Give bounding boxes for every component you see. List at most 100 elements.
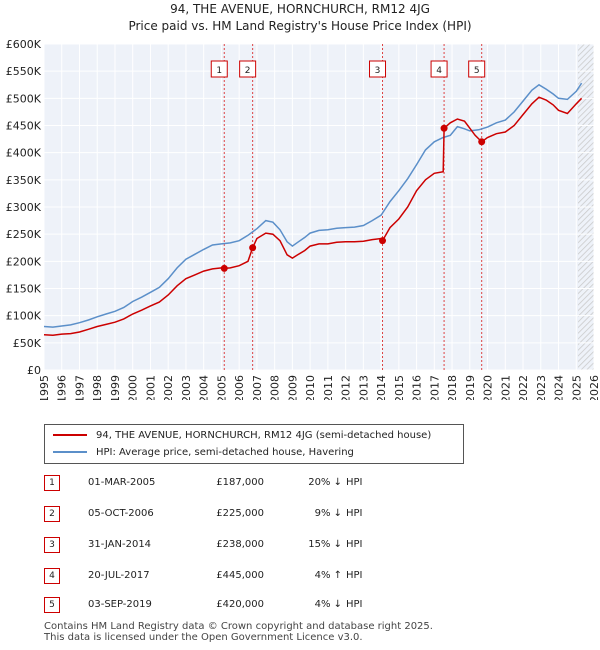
legend-item-property: 94, THE AVENUE, HORNCHURCH, RM12 4JG (se… [53, 428, 431, 444]
event-marker-box [468, 60, 486, 78]
transaction-number: 2 [44, 506, 60, 522]
event-marker-box [369, 60, 387, 78]
transaction-date: 20-JUL-2017 [88, 570, 150, 581]
event-marker-label: 3 [375, 66, 381, 76]
legend: 94, THE AVENUE, HORNCHURCH, RM12 4JG (se… [44, 424, 464, 464]
transaction-row: 4 20-JUL-2017 £445,000 4% ↑ HPI [0, 566, 600, 586]
y-tick-label: £600K [6, 38, 42, 51]
legend-label-hpi: HPI: Average price, semi-detached house,… [96, 447, 354, 458]
legend-label-property: 94, THE AVENUE, HORNCHURCH, RM12 4JG (se… [96, 430, 432, 441]
event-marker-label: 4 [436, 66, 442, 76]
transaction-date: 05-OCT-2006 [88, 508, 154, 519]
transaction-row: 2 05-OCT-2006 £225,000 9% ↓ HPI [0, 504, 600, 524]
y-tick-label: £250K [6, 228, 42, 241]
y-tick-label: £200K [6, 255, 42, 268]
x-tick-label: 2009 [286, 375, 299, 400]
x-tick-label: 2019 [464, 375, 477, 400]
y-tick-label: £450K [6, 120, 42, 133]
x-tick-label: 2016 [411, 375, 424, 400]
event-marker-box [210, 60, 228, 78]
x-tick-label: 2022 [517, 375, 530, 400]
legend-swatch-hpi [53, 451, 87, 453]
sale-point [440, 124, 448, 132]
x-tick-label: 2024 [553, 375, 566, 400]
legend-swatch-property [53, 434, 87, 436]
transaction-price: £445,000 [216, 570, 264, 581]
transaction-row: 5 03-SEP-2019 £420,000 4% ↓ HPI [0, 595, 600, 615]
event-marker-label: 1 [216, 66, 222, 76]
x-tick-label: 2026 [588, 375, 600, 400]
transaction-hpi-diff: 4% ↑ [314, 570, 342, 581]
transaction-price: £187,000 [216, 477, 264, 488]
x-tick-label: 2020 [482, 375, 495, 400]
transaction-number: 1 [44, 475, 60, 491]
x-tick-label: 1999 [109, 375, 122, 400]
x-tick-label: 2025 [570, 375, 583, 400]
x-tick-label: 2023 [535, 375, 548, 400]
footer-copyright: Contains HM Land Registry data © Crown c… [44, 621, 433, 632]
x-tick-label: 2013 [357, 375, 370, 400]
transaction-hpi-label: HPI [346, 477, 363, 488]
transaction-hpi-label: HPI [346, 599, 363, 610]
x-tick-label: 1996 [56, 375, 69, 400]
x-tick-label: 2005 [215, 375, 228, 400]
y-tick-label: £50K [13, 337, 42, 350]
event-marker-box [239, 60, 257, 78]
price-chart: 1 2 3 4 5 £0 £50K £100K £150K £200K £250K £300K £350… [6, 38, 600, 400]
y-tick-label: £0 [27, 364, 41, 377]
chart-title: 94, THE AVENUE, HORNCHURCH, RM12 4JG [170, 2, 430, 16]
event-marker-label: 2 [245, 66, 251, 76]
transaction-hpi-label: HPI [346, 570, 363, 581]
property-price-line [43, 96, 583, 336]
transaction-number: 3 [44, 537, 60, 553]
transaction-hpi-label: HPI [346, 508, 363, 519]
x-tick-label: 2006 [233, 375, 246, 400]
transaction-hpi-label: HPI [346, 539, 363, 550]
x-tick-label: 2004 [198, 375, 211, 400]
x-tick-label: 2008 [269, 375, 282, 400]
transaction-number: 4 [44, 568, 60, 584]
transaction-hpi-diff: 4% ↓ [314, 599, 342, 610]
transaction-price: £420,000 [216, 599, 264, 610]
y-tick-label: £300K [6, 201, 42, 214]
transaction-date: 01-MAR-2005 [88, 477, 156, 488]
x-tick-label: 2003 [180, 375, 193, 400]
transaction-date: 03-SEP-2019 [88, 599, 152, 610]
footer-licence: This data is licensed under the Open Gov… [44, 632, 363, 643]
y-tick-label: £100K [6, 310, 42, 323]
y-tick-label: £550K [6, 65, 42, 78]
transaction-hpi-diff: 20% ↓ [308, 477, 342, 488]
y-tick-label: £400K [6, 147, 42, 160]
transaction-price: £238,000 [216, 539, 264, 550]
x-tick-label: 2017 [428, 375, 441, 400]
event-marker-label: 5 [474, 66, 480, 76]
x-tick-label: 2011 [322, 375, 335, 400]
sale-point [220, 264, 228, 272]
x-tick-label: 2014 [375, 375, 388, 400]
x-tick-label: 2018 [446, 375, 459, 400]
sale-point [249, 244, 257, 252]
chart-subtitle: Price paid vs. HM Land Registry's House … [128, 19, 472, 33]
x-tick-label: 1997 [73, 375, 86, 400]
hpi-line [43, 82, 583, 328]
sale-point [379, 237, 387, 245]
x-tick-label: 2012 [340, 375, 353, 400]
event-marker-box [430, 60, 448, 78]
x-tick-label: 2000 [127, 375, 140, 400]
x-tick-label: 2002 [162, 375, 175, 400]
sale-point [478, 138, 486, 146]
transaction-date: 31-JAN-2014 [88, 539, 152, 550]
y-tick-label: £350K [6, 174, 42, 187]
transaction-number: 5 [44, 597, 60, 613]
legend-item-hpi: HPI: Average price, semi-detached house,… [53, 445, 354, 461]
x-tick-label: 2021 [499, 375, 512, 400]
transaction-price: £225,000 [216, 508, 264, 519]
x-tick-label: 1998 [91, 375, 104, 400]
x-tick-label: 2007 [251, 375, 264, 400]
y-tick-label: £500K [6, 92, 42, 105]
x-tick-label: 1995 [38, 375, 51, 400]
transaction-hpi-diff: 15% ↓ [308, 539, 342, 550]
y-tick-label: £150K [6, 283, 42, 296]
transaction-row: 1 01-MAR-2005 £187,000 20% ↓ HPI [0, 473, 600, 493]
x-tick-label: 2010 [304, 375, 317, 400]
